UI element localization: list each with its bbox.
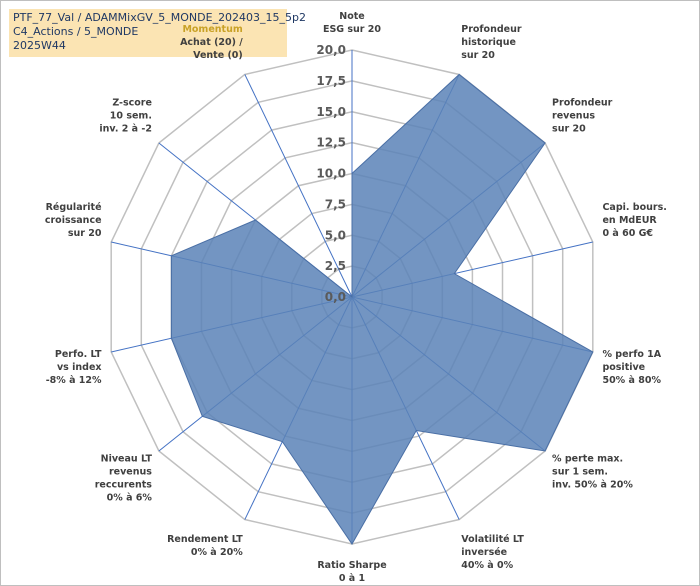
axis-label-4: % perfo 1A positive 50% à 80% (602, 349, 661, 386)
axis-label-5: % perte max. sur 1 sem. inv. 50% à 20% (552, 454, 633, 491)
axis-label-8: Rendement LT 0% à 20% (167, 534, 243, 558)
tick-label-8: 20,0 (316, 43, 346, 57)
axis-label-2: Profondeur revenus sur 20 (552, 97, 613, 134)
axis-label-10: Perfo. LT vs index -8% à 12% (46, 349, 102, 386)
tick-label-6: 15,0 (316, 105, 346, 119)
series-area (170, 73, 594, 545)
axis-label-1: Profondeur historique sur 20 (461, 24, 522, 61)
axis-label-6: Volatilité LT inversée 40% à 0% (461, 534, 524, 571)
tick-label-4: 10,0 (316, 167, 346, 181)
tick-label-1: 2,5 (325, 259, 346, 273)
axis-label-0: Note ESG sur 20 (323, 11, 381, 35)
title-line-3: 2025W44 (13, 39, 66, 52)
spoke-13 (244, 74, 353, 298)
axis-label-11: Régularité croissance sur 20 (45, 202, 102, 239)
tick-label-3: 7,5 (325, 197, 346, 211)
axis-label-3: Capi. bours. en MdEUR 0 à 60 G€ (602, 202, 666, 239)
axis-label-12: Z-score 10 sem. inv. 2 à -2 (99, 97, 152, 134)
axis-label-9: Niveau LT revenus reccurents 0% à 6% (95, 454, 153, 504)
tick-label-5: 12,5 (316, 136, 346, 150)
tick-label-7: 17,5 (316, 74, 346, 88)
title-line-1: PTF_77_Val / ADAMMixGV_5_MONDE_202403_15… (13, 11, 307, 24)
chart-title-box: PTF_77_Val / ADAMMixGV_5_MONDE_202403_15… (9, 9, 307, 57)
axis-label-7: Ratio Sharpe 0 à 1 (317, 560, 386, 584)
tick-label-2: 5,0 (325, 228, 346, 242)
title-line-2: C4_Actions / 5_MONDE (13, 25, 139, 38)
axis-label-13: Momentum Achat (20) / Vente (0) (180, 24, 243, 61)
tick-label-0: 0,0 (325, 290, 346, 304)
